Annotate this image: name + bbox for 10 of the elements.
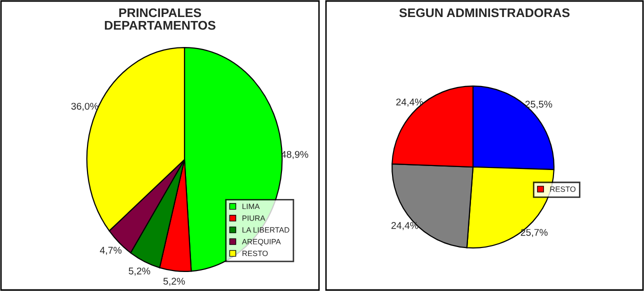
- data-label: 36,0%: [71, 102, 98, 111]
- data-label: 24,4%: [396, 98, 423, 107]
- chart-title: PRINCIPALES DEPARTAMENTOS: [104, 8, 216, 30]
- data-label: 25,7%: [520, 228, 548, 237]
- chart-title: SEGUN ADMINISTRADORAS: [399, 8, 570, 18]
- data-label: 25,5%: [525, 100, 552, 109]
- data-label: 24,4%: [391, 222, 418, 230]
- data-label: 4,7%: [100, 246, 122, 255]
- data-label: 5,2%: [163, 278, 185, 286]
- data-label: 5,2%: [128, 268, 150, 276]
